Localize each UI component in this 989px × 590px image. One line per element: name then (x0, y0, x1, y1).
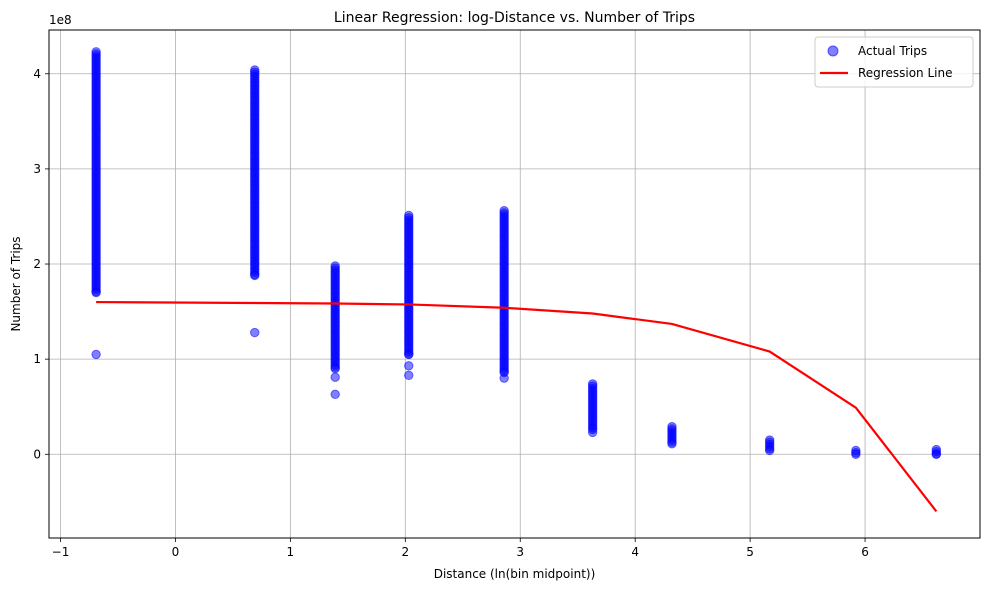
legend-marker-actual-trips (827, 45, 839, 57)
scatter-point (330, 363, 340, 374)
scatter-point (91, 349, 101, 360)
chart-title: Linear Regression: log-Distance vs. Numb… (334, 10, 695, 26)
scatter-point (499, 373, 509, 383)
y-axis-label: Number of Trips (9, 236, 23, 331)
axis-ticks: −1 0 1 2 3 4 5 6 0 1 2 3 4 (33, 67, 869, 559)
scatter-series (91, 47, 942, 459)
scatter-point (404, 349, 414, 360)
plot-frame (48, 29, 981, 539)
scatter-point (330, 389, 340, 400)
scatter-point (404, 361, 414, 371)
y-tick-label: 3 (33, 162, 41, 176)
y-tick-label: 4 (33, 67, 41, 81)
y-tick-label: 1 (33, 352, 41, 366)
scatter-point (250, 327, 260, 338)
x-tick-label: 0 (172, 545, 180, 559)
grid (49, 30, 980, 538)
legend-label-regression-line: Regression Line (858, 66, 952, 80)
y-tick-label: 0 (33, 447, 41, 461)
legend: Actual Trips Regression Line (814, 36, 974, 88)
legend-label-actual-trips: Actual Trips (858, 44, 927, 58)
y-axis-offset-label: 1e8 (49, 13, 72, 27)
scatter-point (587, 427, 598, 438)
x-axis-label: Distance (ln(bin midpoint)) (434, 567, 596, 581)
scatter-point (250, 270, 260, 281)
x-tick-label: 5 (746, 545, 754, 559)
x-tick-label: 4 (631, 545, 639, 559)
scatter-point (931, 449, 942, 459)
x-tick-label: 6 (861, 545, 869, 559)
scatter-point (764, 445, 775, 456)
regression-series (96, 300, 938, 513)
x-tick-label: 1 (287, 545, 295, 559)
scatter-point (404, 370, 414, 381)
legend-box (814, 36, 974, 88)
x-tick-label: 2 (401, 545, 409, 559)
scatter-point (851, 449, 861, 459)
scatter-point (667, 439, 677, 449)
x-tick-label: −1 (52, 545, 70, 559)
scatter-point (330, 372, 340, 382)
y-tick-label: 2 (33, 257, 41, 271)
scatter-point (91, 287, 101, 298)
x-tick-label: 3 (516, 545, 524, 559)
regression-line (96, 300, 938, 513)
